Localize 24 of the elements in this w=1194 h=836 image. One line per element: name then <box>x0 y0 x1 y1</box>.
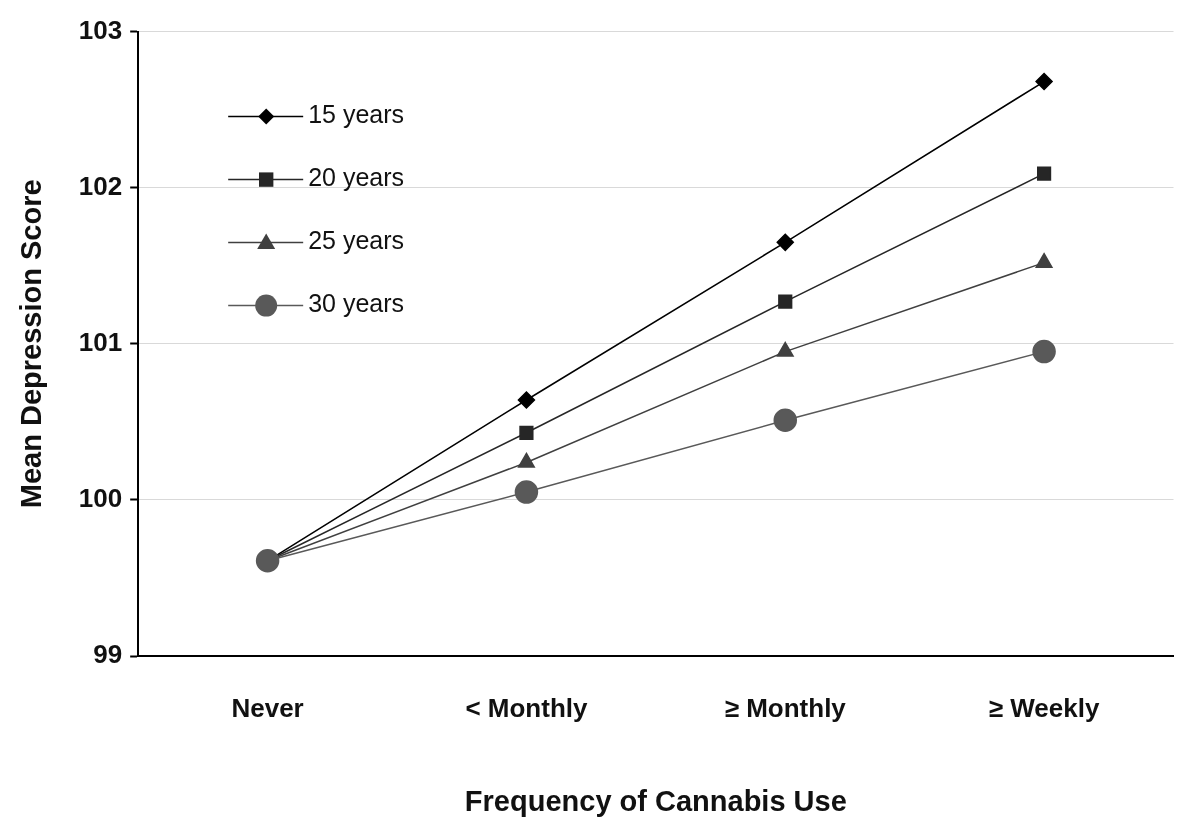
x-axis-title: Frequency of Cannabis Use <box>464 784 847 817</box>
point <box>773 408 798 433</box>
point <box>1032 339 1056 364</box>
legend-label: 20 years <box>308 163 405 192</box>
point <box>778 294 793 309</box>
legend-label: 30 years <box>308 289 405 318</box>
x-tick-label: < Monthly <box>465 692 588 723</box>
y-tick-label: 99 <box>93 639 123 670</box>
legend-label: 15 years <box>308 100 405 129</box>
legend-label: 25 years <box>308 226 405 255</box>
y-tick-label: 102 <box>78 170 123 201</box>
x-tick-label: Never <box>231 692 304 723</box>
y-axis-title: Mean Depression Score <box>15 179 48 509</box>
point <box>1035 72 1053 91</box>
point <box>514 480 539 504</box>
y-tick-label: 100 <box>78 483 123 514</box>
y-tick-label: 101 <box>78 326 123 357</box>
point <box>517 391 536 409</box>
point <box>1036 166 1052 181</box>
point <box>776 233 795 252</box>
x-tick-label: ≥ Weekly <box>988 692 1100 723</box>
y-tick-label: 103 <box>78 14 123 45</box>
x-tick-label: ≥ Monthly <box>724 692 847 723</box>
point <box>519 425 534 440</box>
